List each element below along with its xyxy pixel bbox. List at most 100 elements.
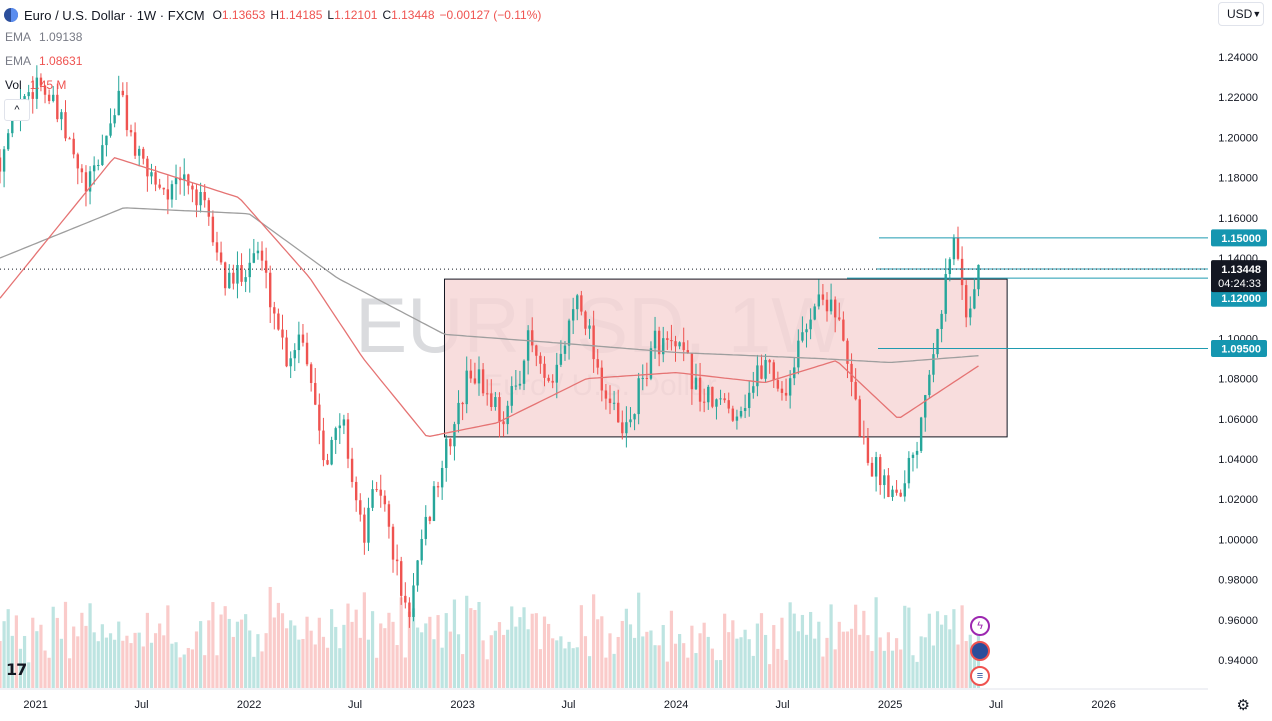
volume-bar: [346, 603, 350, 688]
volume-bar: [510, 606, 514, 688]
volume-bar: [256, 634, 260, 688]
settings-gear-icon[interactable]: ⚙: [1236, 697, 1250, 714]
candle-body: [129, 130, 133, 133]
volume-bar: [931, 645, 936, 688]
candle-body: [535, 345, 538, 356]
volume-bar: [350, 621, 354, 688]
ema-fast-legend[interactable]: EMA 1.08631: [5, 54, 82, 68]
volume-bar: [223, 606, 227, 688]
volume-bar: [649, 630, 653, 688]
collapse-legend-button[interactable]: ^: [4, 99, 30, 121]
candle-body: [11, 111, 14, 134]
candle-body: [428, 516, 432, 521]
volume-bar: [203, 655, 207, 688]
volume-bar: [534, 613, 538, 688]
candle-body: [342, 419, 346, 426]
candle-body: [670, 340, 673, 342]
candle-body: [973, 289, 976, 309]
candle-body: [187, 174, 190, 186]
candle-body: [277, 313, 280, 330]
level-label: 1.15000: [1221, 233, 1261, 245]
volume-bar: [383, 628, 387, 688]
volume-bar: [555, 640, 559, 688]
tradingview-logo[interactable]: 17: [6, 660, 27, 679]
volume-bar: [645, 631, 649, 688]
volume-bar: [927, 613, 931, 688]
ema-slow-name: EMA: [5, 30, 32, 44]
candle-body: [674, 341, 677, 347]
volume-bar: [923, 637, 927, 688]
volume-bar: [587, 656, 592, 688]
volume-bar: [170, 643, 174, 688]
volume-bar: [849, 628, 854, 688]
us-flag-icon[interactable]: ≡: [970, 666, 990, 686]
candle-body: [879, 457, 882, 486]
volume-value: 1.45 M: [29, 78, 67, 92]
candle-body: [494, 397, 497, 408]
event-icons: ϟ ≡: [970, 616, 996, 691]
currency-selector[interactable]: USD ▼: [1218, 2, 1264, 26]
candle-body: [641, 377, 644, 379]
volume-bar: [399, 597, 403, 688]
volume-legend[interactable]: Vol 1.45 M: [5, 78, 66, 92]
candle-body: [567, 320, 571, 346]
volume-bar: [690, 625, 694, 688]
symbol-title[interactable]: Euro / U.S. Dollar · 1W · FXCM: [24, 7, 205, 23]
candle-body: [367, 507, 370, 543]
candle-body: [80, 168, 84, 173]
volume-bar: [559, 636, 563, 688]
x-tick-label: 2025: [878, 699, 902, 711]
volume-bar: [612, 653, 616, 688]
volume-bar: [362, 592, 366, 688]
candle-body: [698, 377, 702, 402]
y-tick-label: 1.08000: [1218, 374, 1258, 386]
volume-bar: [669, 610, 674, 688]
candle-body: [68, 138, 71, 140]
candle-body: [694, 377, 698, 390]
volume-bar: [444, 613, 448, 688]
candle-body: [330, 439, 333, 465]
candle-body: [907, 457, 911, 484]
y-tick-label: 0.94000: [1218, 655, 1258, 667]
volume-bar: [35, 631, 39, 688]
volume-bar: [113, 639, 117, 688]
volume-bar: [600, 616, 604, 688]
volume-bar: [833, 649, 837, 688]
candle-body: [228, 272, 231, 289]
candle-body: [490, 393, 493, 408]
candle-body: [633, 414, 636, 420]
volume-bar: [718, 660, 723, 688]
candle-body: [940, 313, 943, 329]
candle-body: [363, 514, 366, 543]
x-tick-label: 2021: [23, 699, 47, 711]
candle-body: [788, 378, 792, 396]
candle-body: [944, 274, 947, 314]
volume-bar: [522, 607, 526, 688]
volume-bar: [809, 611, 813, 688]
candle-body: [919, 417, 923, 451]
volume-bar: [546, 623, 551, 688]
candle-body: [645, 377, 649, 379]
last-price-label: 1.13448: [1221, 264, 1261, 276]
volume-bar: [489, 635, 493, 688]
flash-icon[interactable]: ϟ: [970, 616, 990, 636]
candle-body: [281, 329, 284, 338]
candle-body: [928, 374, 931, 396]
candle-body: [547, 377, 550, 381]
candle-body: [232, 272, 235, 284]
volume-bar: [698, 633, 702, 688]
volume-bar: [821, 656, 825, 688]
candle-body: [158, 184, 161, 188]
symbol-header: Euro / U.S. Dollar · 1W · FXCM O1.13653 …: [4, 5, 541, 25]
y-tick-label: 1.00000: [1218, 534, 1258, 546]
ema-slow-legend[interactable]: EMA 1.09138: [5, 30, 82, 44]
volume-bar: [911, 655, 915, 688]
volume-bar: [845, 631, 850, 688]
candle-body: [105, 135, 108, 146]
candle-body: [764, 359, 767, 379]
eu-flag-icon[interactable]: [970, 641, 990, 661]
volume-bar: [624, 608, 628, 688]
candle-body: [727, 400, 730, 409]
